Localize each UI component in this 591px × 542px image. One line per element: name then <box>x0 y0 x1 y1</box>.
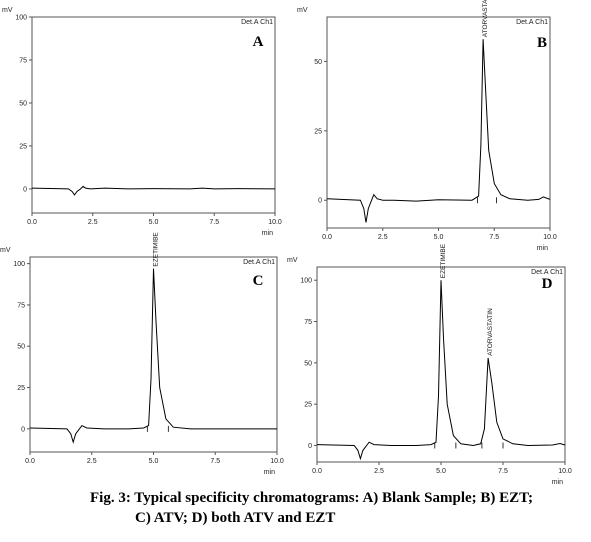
panel-c-panel-letter: C <box>253 273 264 289</box>
chromatogram-b-plot: 0 25 50 0.0 2.5 5.0 7.5 10.0 mV min Det.A Ch1 B ATOR… <box>297 0 557 252</box>
panel-c-y-tick-label: 50 <box>17 344 25 351</box>
panel-d-y-tick-label: 0 <box>308 443 312 450</box>
panel-c-y-tick-label: 0 <box>21 426 25 433</box>
panel-d-trace-line <box>316 280 566 461</box>
panel-d-peak-label: EZETIMIBE <box>440 243 447 278</box>
panel-c-x-tick-label: 0.0 <box>25 458 35 465</box>
panel-c-peak-label: EZETIMIBE <box>153 232 160 267</box>
panel-c-x-tick-label: 5.0 <box>149 458 159 465</box>
panel-a-panel-letter: A <box>253 34 264 50</box>
panel-a-y-tick-label: 50 <box>19 100 27 107</box>
panel-d-y-tick-label: 75 <box>304 319 312 326</box>
panel-a-x-tick-label: 2.5 <box>88 219 98 226</box>
panel-c-x-tick-label: 7.5 <box>210 458 220 465</box>
panel-b-trace-line <box>326 39 551 223</box>
panel-a-plot-frame <box>31 16 276 214</box>
panel-b-y-tick-label: 50 <box>314 59 322 66</box>
panel-b-y-unit: mV <box>297 7 308 14</box>
panel-c-x-unit: min <box>264 469 275 476</box>
panel-d-panel-letter: D <box>542 276 553 292</box>
panel-b-y-tick-label: 0 <box>318 198 322 205</box>
panel-a-y-tick-label: 25 <box>19 143 27 150</box>
panel-b-x-tick-label: 10.0 <box>543 234 557 241</box>
panel-d-y-unit: mV <box>287 257 298 264</box>
panel-b-detector-label: Det.A Ch1 <box>516 19 548 26</box>
panel-d-y-tick-label: 100 <box>300 278 312 285</box>
panel-c-y-unit: mV <box>0 247 11 254</box>
panel-d-peak-label: ATORVASTATIN <box>487 308 494 356</box>
panel-c-x-tick-label: 2.5 <box>87 458 97 465</box>
panel-a-trace-line <box>31 185 276 196</box>
panel-a-y-tick-label: 0 <box>23 186 27 193</box>
chromatogram-d-plot: 0 25 50 75 100 0.0 2.5 5.0 7.5 10.0 mV min Det.A Ch1… <box>287 243 572 486</box>
panel-a-x-tick-label: 10.0 <box>268 219 282 226</box>
figure-caption: Fig. 3: Typical specificity chromatogram… <box>0 488 591 528</box>
panel-b-x-tick-label: 7.5 <box>489 234 499 241</box>
panel-a-x-tick-label: 0.0 <box>27 219 37 226</box>
panel-b-x-tick-label: 2.5 <box>378 234 388 241</box>
panel-b-x-tick-label: 5.0 <box>434 234 444 241</box>
chromatogram-b: 0 25 50 0.0 2.5 5.0 7.5 10.0 mV min Det.A Ch1 B ATOR… <box>290 0 590 252</box>
panel-d-x-tick-label: 7.5 <box>498 468 508 475</box>
panel-a-y-tick-label: 100 <box>15 15 27 22</box>
panel-a-x-tick-label: 7.5 <box>209 219 219 226</box>
chromatogram-c: 0 25 50 75 100 0.0 2.5 5.0 7.5 10.0 mV min Det.A Ch1… <box>0 232 290 476</box>
panel-c-y-tick-label: 25 <box>17 385 25 392</box>
panel-d-x-unit: min <box>552 479 563 486</box>
panel-c-trace-line <box>29 268 277 444</box>
panel-d-x-tick-label: 5.0 <box>436 468 446 475</box>
panel-a-x-unit: min <box>262 230 273 237</box>
panel-b-x-tick-label: 0.0 <box>322 234 332 241</box>
chromatogram-d: 0 25 50 75 100 0.0 2.5 5.0 7.5 10.0 mV min Det.A Ch1… <box>287 243 590 486</box>
panel-c-detector-label: Det.A Ch1 <box>243 259 275 266</box>
panel-d-y-tick-label: 50 <box>304 360 312 367</box>
chromatogram-c-plot: 0 25 50 75 100 0.0 2.5 5.0 7.5 10.0 mV min Det.A Ch1… <box>0 232 284 476</box>
panel-d-x-tick-label: 0.0 <box>312 468 322 475</box>
panel-d-y-tick-label: 25 <box>304 402 312 409</box>
caption-line-2: C) ATV; D) both ATV and EZT <box>135 510 336 526</box>
panel-d-detector-label: Det.A Ch1 <box>531 269 563 276</box>
panel-b-peak-label: ATORVASTATIN <box>482 0 489 37</box>
panel-c-y-tick-label: 75 <box>17 302 25 309</box>
panel-c-y-tick-label: 100 <box>13 261 25 268</box>
chromatogram-a: 0 25 50 75 100 0.0 2.5 5.0 7.5 10.0 mV min Det.A Ch1… <box>0 0 290 237</box>
panel-a-y-tick-label: 75 <box>19 57 27 64</box>
panel-b-panel-letter: B <box>537 35 547 51</box>
panel-a-y-unit: mV <box>2 7 13 14</box>
caption-line-1: Fig. 3: Typical specificity chromatogram… <box>90 490 534 506</box>
panel-c-x-tick-label: 10.0 <box>270 458 284 465</box>
panel-b-y-tick-label: 25 <box>314 128 322 135</box>
panel-a-x-tick-label: 5.0 <box>149 219 159 226</box>
chromatogram-a-plot: 0 25 50 75 100 0.0 2.5 5.0 7.5 10.0 mV min Det.A Ch1… <box>2 7 282 237</box>
panel-b-x-unit: min <box>537 245 548 252</box>
panel-a-detector-label: Det.A Ch1 <box>241 19 273 26</box>
panel-d-x-tick-label: 2.5 <box>374 468 384 475</box>
panel-b-plot-frame <box>326 16 551 229</box>
panel-d-x-tick-label: 10.0 <box>558 468 572 475</box>
